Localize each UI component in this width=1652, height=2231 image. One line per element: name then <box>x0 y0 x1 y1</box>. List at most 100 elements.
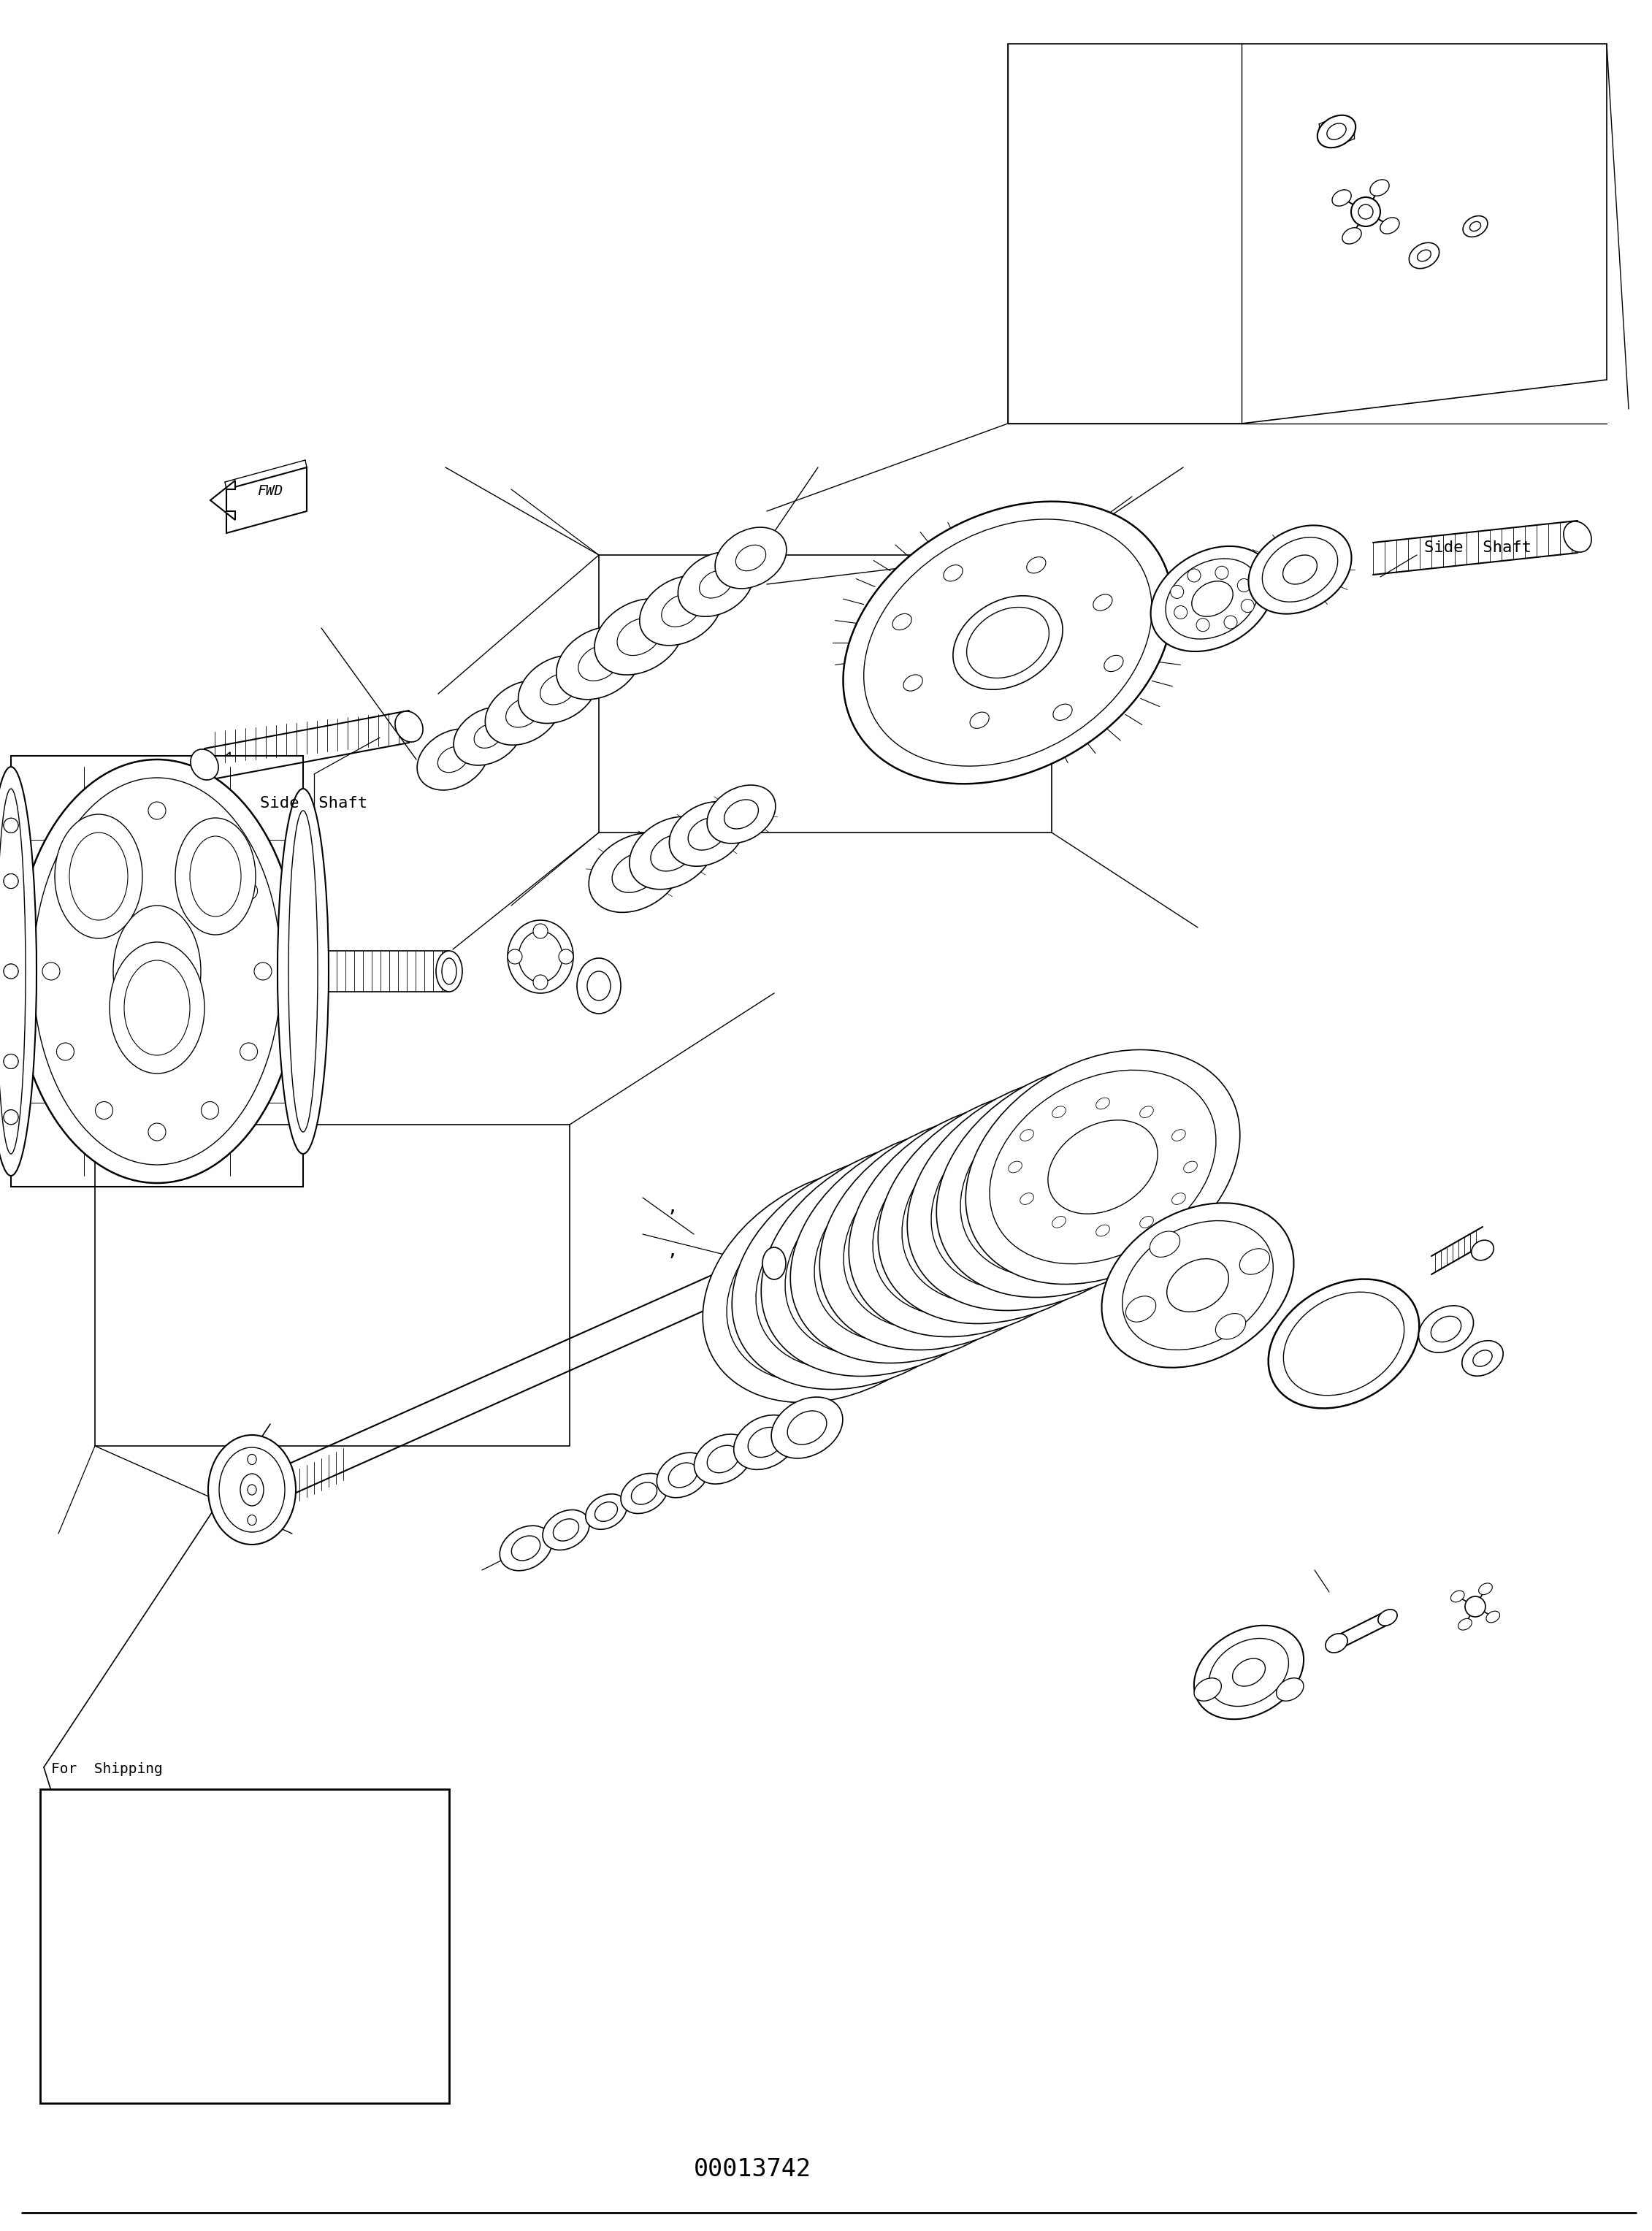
Text: ,: , <box>669 1238 676 1258</box>
Ellipse shape <box>1008 1162 1023 1174</box>
Ellipse shape <box>540 674 577 705</box>
Ellipse shape <box>588 832 682 912</box>
Ellipse shape <box>932 1174 1041 1267</box>
Ellipse shape <box>733 1414 796 1470</box>
Ellipse shape <box>1082 1133 1095 1145</box>
Ellipse shape <box>69 832 127 919</box>
Ellipse shape <box>586 970 611 999</box>
Ellipse shape <box>595 1501 618 1522</box>
Ellipse shape <box>278 790 329 1153</box>
Ellipse shape <box>613 852 659 892</box>
Ellipse shape <box>1026 558 1046 573</box>
Ellipse shape <box>920 1200 935 1211</box>
Ellipse shape <box>775 1267 788 1278</box>
Circle shape <box>56 1042 74 1060</box>
Ellipse shape <box>818 1321 833 1332</box>
Circle shape <box>1175 607 1188 618</box>
Ellipse shape <box>0 767 36 1176</box>
Ellipse shape <box>1209 1638 1289 1707</box>
Ellipse shape <box>786 1234 800 1247</box>
Ellipse shape <box>1464 216 1487 236</box>
Ellipse shape <box>1470 221 1480 232</box>
Circle shape <box>213 1948 233 1968</box>
Ellipse shape <box>1194 1626 1303 1720</box>
Ellipse shape <box>902 1187 1011 1281</box>
Ellipse shape <box>961 1156 975 1167</box>
Ellipse shape <box>961 1220 975 1232</box>
Ellipse shape <box>937 1062 1211 1298</box>
Ellipse shape <box>788 1410 826 1443</box>
Ellipse shape <box>757 1312 771 1323</box>
Ellipse shape <box>920 1303 935 1314</box>
Circle shape <box>507 950 522 964</box>
Circle shape <box>1237 578 1251 591</box>
Ellipse shape <box>938 1298 952 1310</box>
Ellipse shape <box>980 1278 993 1290</box>
Ellipse shape <box>960 1084 1186 1276</box>
Ellipse shape <box>669 1464 697 1488</box>
Circle shape <box>106 1990 127 2012</box>
Circle shape <box>534 924 548 939</box>
Ellipse shape <box>395 712 423 743</box>
Ellipse shape <box>1067 1238 1080 1249</box>
Ellipse shape <box>1067 1111 1080 1122</box>
Ellipse shape <box>1370 181 1389 196</box>
Ellipse shape <box>965 1296 978 1307</box>
Polygon shape <box>15 752 230 970</box>
Ellipse shape <box>1102 1203 1294 1368</box>
Ellipse shape <box>1019 1133 1128 1227</box>
Ellipse shape <box>844 1209 859 1220</box>
Ellipse shape <box>1474 1350 1492 1365</box>
Ellipse shape <box>950 1162 963 1176</box>
Circle shape <box>3 819 18 832</box>
Ellipse shape <box>877 1185 890 1196</box>
Ellipse shape <box>1459 1617 1472 1631</box>
Ellipse shape <box>248 1484 256 1495</box>
Ellipse shape <box>1125 1187 1138 1198</box>
Ellipse shape <box>1084 1169 1099 1180</box>
Ellipse shape <box>1052 705 1072 721</box>
Ellipse shape <box>790 1334 803 1345</box>
Ellipse shape <box>1008 1138 1023 1149</box>
Ellipse shape <box>785 1162 1011 1356</box>
Circle shape <box>1351 196 1381 225</box>
Ellipse shape <box>980 1254 993 1265</box>
Ellipse shape <box>254 1475 278 1506</box>
Ellipse shape <box>1194 1678 1221 1700</box>
Circle shape <box>150 1885 170 1905</box>
Ellipse shape <box>240 1475 264 1506</box>
Ellipse shape <box>1008 1240 1023 1252</box>
Circle shape <box>202 1102 218 1120</box>
Ellipse shape <box>935 1269 948 1281</box>
Circle shape <box>66 1863 256 2053</box>
Ellipse shape <box>1037 1124 1051 1136</box>
Ellipse shape <box>790 1225 803 1236</box>
Ellipse shape <box>996 1272 1011 1283</box>
Ellipse shape <box>190 837 241 917</box>
Text: Side  Shaft: Side Shaft <box>1424 540 1531 556</box>
Ellipse shape <box>1479 1584 1492 1595</box>
Circle shape <box>3 1109 18 1124</box>
FancyBboxPatch shape <box>40 1789 449 2104</box>
Ellipse shape <box>248 1515 256 1526</box>
Circle shape <box>96 1102 112 1120</box>
Ellipse shape <box>694 1435 752 1484</box>
Ellipse shape <box>1379 219 1399 234</box>
Ellipse shape <box>904 674 922 692</box>
Ellipse shape <box>1317 116 1356 147</box>
Ellipse shape <box>1378 1609 1398 1626</box>
Circle shape <box>3 875 18 888</box>
Ellipse shape <box>1095 1098 1110 1109</box>
Ellipse shape <box>519 930 562 982</box>
Ellipse shape <box>818 1211 833 1223</box>
Ellipse shape <box>707 1446 738 1472</box>
Ellipse shape <box>844 1136 1070 1330</box>
Ellipse shape <box>715 527 786 589</box>
Ellipse shape <box>661 593 700 627</box>
Ellipse shape <box>902 1109 1128 1303</box>
Ellipse shape <box>965 1256 978 1267</box>
Ellipse shape <box>1151 547 1274 651</box>
Ellipse shape <box>1082 1243 1095 1254</box>
Ellipse shape <box>689 819 725 850</box>
Ellipse shape <box>114 906 202 1037</box>
